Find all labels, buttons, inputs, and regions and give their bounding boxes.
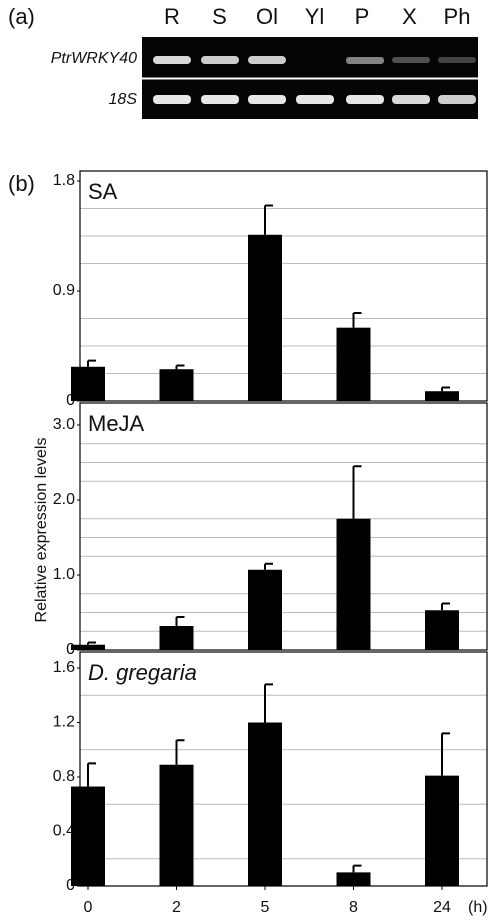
- error-bar: [265, 205, 273, 234]
- y-tick-label: 1.6: [53, 659, 75, 676]
- chart-title: MeJA: [88, 411, 145, 436]
- band: [438, 57, 476, 63]
- row-label: PtrWRKY40: [51, 50, 137, 67]
- bar: [248, 723, 282, 887]
- error-bar: [442, 604, 450, 611]
- error-bar: [177, 617, 185, 626]
- error-bar: [265, 684, 273, 722]
- bar: [160, 765, 194, 886]
- plot-frame: [80, 171, 487, 401]
- x-tick-label: 5: [261, 899, 270, 916]
- band: [153, 56, 191, 64]
- bar: [337, 519, 371, 650]
- band: [248, 95, 286, 104]
- band: [296, 95, 334, 104]
- error-bar: [88, 763, 96, 786]
- bar: [425, 776, 459, 886]
- bar: [71, 367, 105, 401]
- error-bar: [265, 564, 273, 570]
- error-bar: [177, 366, 185, 370]
- lane-label: Yl: [305, 4, 325, 29]
- error-bar: [354, 313, 362, 328]
- error-bar: [354, 866, 362, 873]
- panel-label: (a): [8, 4, 35, 29]
- x-tick-label: 2: [172, 899, 181, 916]
- band: [346, 95, 384, 104]
- panel-label: (b): [8, 171, 35, 196]
- bar: [160, 626, 194, 650]
- bar: [425, 391, 459, 401]
- lane-label: R: [164, 4, 180, 29]
- chart-title: SA: [88, 179, 118, 204]
- bar: [71, 787, 105, 886]
- band: [201, 95, 239, 104]
- chart-title: D. gregaria: [88, 660, 197, 685]
- error-bar: [177, 740, 185, 765]
- y-tick-label: 2.0: [53, 491, 75, 508]
- lane-label: P: [355, 4, 370, 29]
- row-label: 18S: [109, 91, 138, 108]
- x-tick-label: 0: [84, 899, 93, 916]
- y-tick-label: 0.9: [53, 282, 75, 299]
- band: [438, 95, 476, 104]
- y-tick-label: 1.2: [53, 714, 75, 731]
- band: [201, 56, 239, 64]
- y-tick-label: 1.8: [53, 172, 75, 189]
- band: [392, 95, 430, 104]
- lane-label: Ol: [256, 4, 278, 29]
- y-tick-label: 0.8: [53, 768, 75, 785]
- x-tick-label: 24: [433, 899, 451, 916]
- y-tick-label: 1.0: [53, 566, 75, 583]
- x-tick-label: 8: [349, 899, 358, 916]
- y-tick-label: 3.0: [53, 416, 75, 433]
- error-bar: [88, 361, 96, 367]
- lane-label: X: [402, 4, 417, 29]
- error-bar: [442, 388, 450, 392]
- band: [346, 57, 384, 64]
- bar: [248, 570, 282, 650]
- lane-label: S: [212, 4, 227, 29]
- bar: [71, 645, 105, 650]
- bar: [160, 369, 194, 401]
- error-bar: [442, 733, 450, 775]
- x-axis-label: (h): [468, 899, 488, 916]
- bar: [337, 328, 371, 401]
- figure: (a) (b) R S Ol Yl P X Ph PtrWRKY40 18S 0 0.9 1.8 SA 0…: [0, 0, 490, 923]
- bar: [248, 235, 282, 401]
- error-bar: [354, 466, 362, 519]
- lane-label: Ph: [444, 4, 471, 29]
- band: [392, 57, 430, 63]
- error-bar: [88, 643, 96, 645]
- band: [248, 56, 286, 64]
- band: [153, 95, 191, 104]
- bar: [337, 872, 371, 886]
- y-axis-label: Relative expression levels: [33, 438, 50, 623]
- bar: [425, 610, 459, 650]
